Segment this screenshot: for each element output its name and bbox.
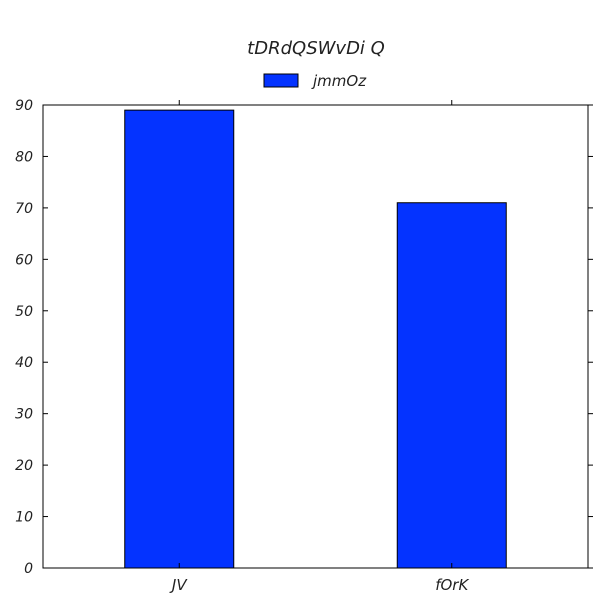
x-tick-label: JV bbox=[169, 576, 188, 594]
plot-frame bbox=[42, 104, 589, 569]
y-tick-label: 80 bbox=[15, 149, 33, 165]
y-tick-label: 90 bbox=[15, 98, 33, 114]
y-tick-label: 60 bbox=[15, 252, 33, 268]
chart-title: tDRdQSWvDi Q bbox=[247, 38, 385, 59]
bar-JV bbox=[124, 109, 235, 569]
bar-fOrK bbox=[396, 202, 507, 569]
y-tick-label: 10 bbox=[15, 510, 33, 526]
x-tick-label: fOrK bbox=[435, 576, 469, 594]
x-axis-ticks: JV fOrK bbox=[169, 100, 469, 594]
y-tick-label: 70 bbox=[15, 201, 33, 217]
legend-label: jmmOz bbox=[311, 72, 367, 90]
y-tick-label: 50 bbox=[15, 304, 33, 320]
y-tick-label: 40 bbox=[15, 355, 33, 371]
y-tick-label: 0 bbox=[24, 561, 33, 577]
bars-layer bbox=[124, 109, 507, 569]
legend: jmmOz bbox=[263, 72, 367, 90]
legend-swatch bbox=[263, 73, 299, 88]
y-tick-label: 20 bbox=[15, 458, 33, 474]
y-tick-label: 30 bbox=[15, 407, 33, 423]
y-axis-ticks: 0 10 20 30 40 50 60 70 80 90 bbox=[15, 98, 593, 577]
